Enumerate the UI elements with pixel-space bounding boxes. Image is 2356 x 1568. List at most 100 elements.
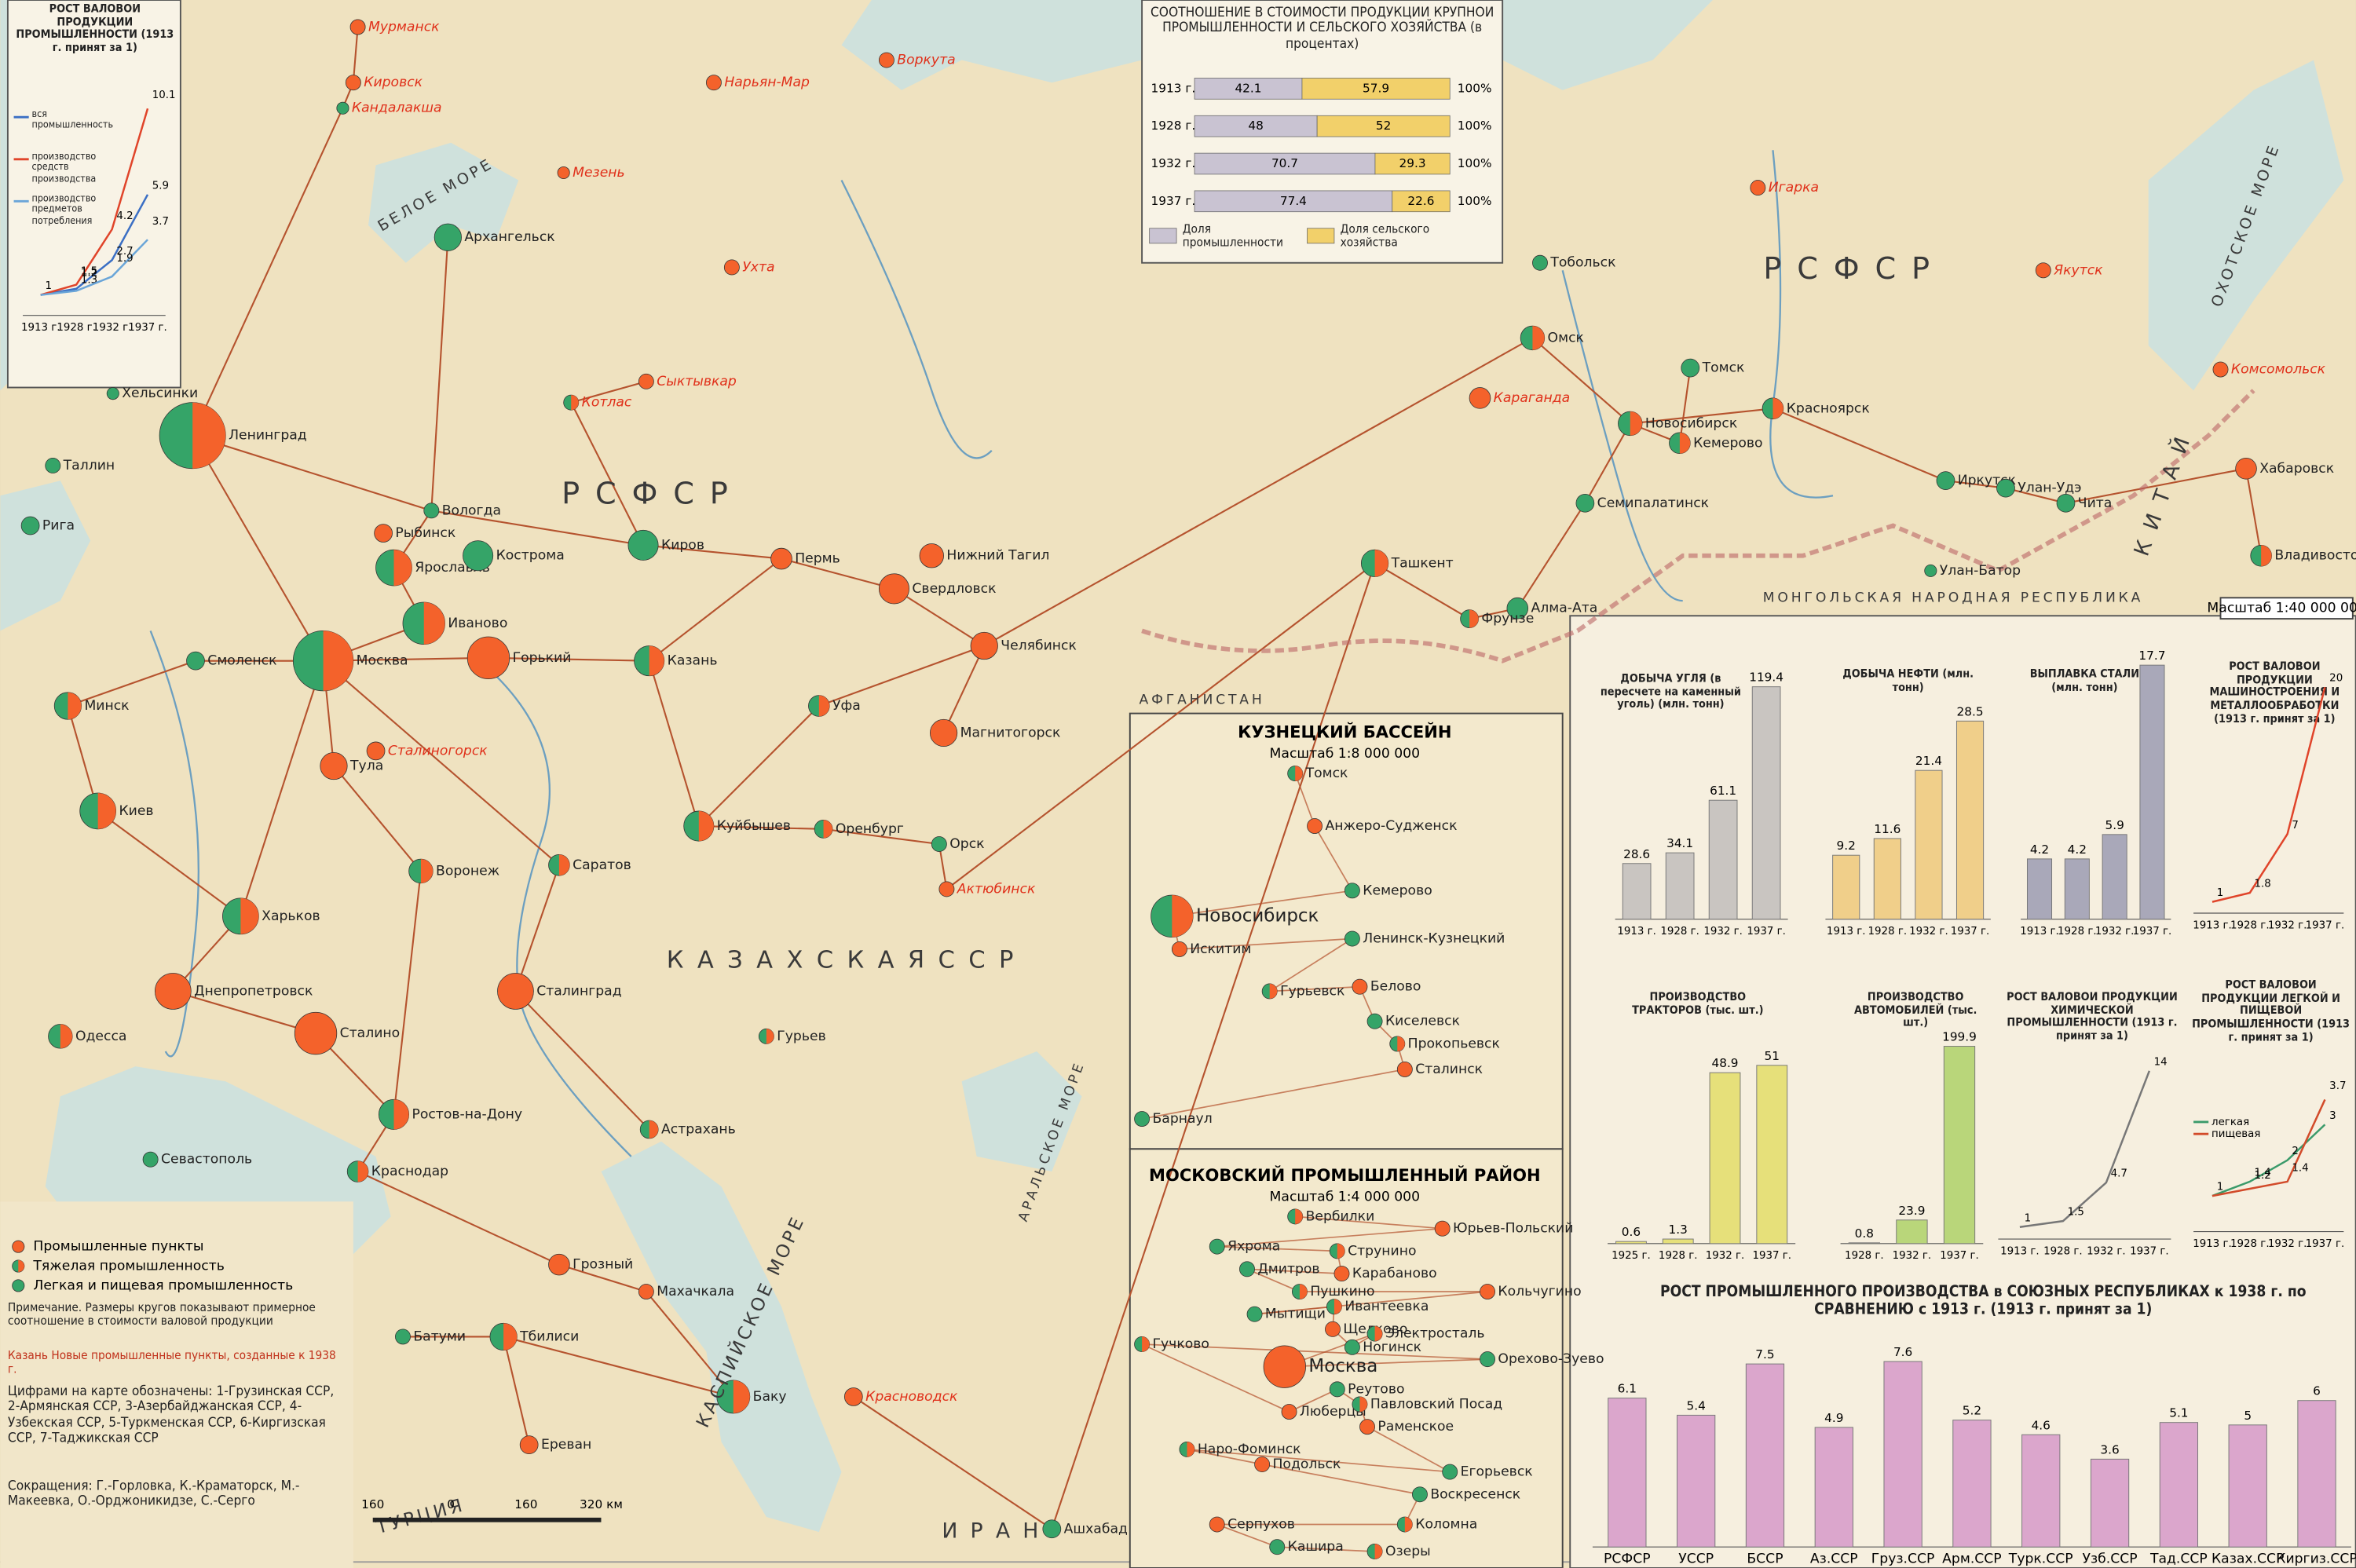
city-label: Краснодар — [371, 1164, 448, 1179]
city-label: Владивосток — [2274, 548, 2356, 564]
city-symbol-sector — [1630, 411, 1643, 436]
legend-abbr: Сокращения: Г.-Горловка, К.-Краматорск, … — [7, 1479, 300, 1511]
caspian-sea — [601, 1141, 842, 1533]
city-label: Ленинград — [229, 428, 307, 444]
region-label: Р С Ф С Р — [1763, 251, 1933, 287]
inset-railway — [1187, 1449, 1263, 1465]
bar — [1665, 852, 1695, 920]
city-label: Чита — [2078, 495, 2113, 511]
city-symbol — [1996, 478, 2015, 498]
city-symbol-sector — [1679, 432, 1691, 454]
river — [840, 180, 993, 459]
value-label: 6 — [2313, 1384, 2321, 1398]
series-line — [2211, 686, 2326, 903]
city-label: Гурьев — [777, 1029, 825, 1044]
series-line — [40, 194, 149, 296]
city-symbol — [2035, 262, 2051, 279]
city-symbol-sector — [1374, 550, 1388, 577]
city-label: Пермь — [795, 551, 840, 567]
value-label: 4.7 — [2111, 1168, 2127, 1180]
bar — [2026, 858, 2053, 920]
x-tick-label: Арм.ССР — [1942, 1552, 2002, 1567]
city-symbol — [434, 223, 462, 251]
railway — [1531, 337, 1631, 425]
railway — [357, 1171, 560, 1266]
city-symbol — [970, 631, 998, 660]
railway — [698, 705, 820, 827]
chart-title-box: ДОБЫЧА НЕФТИ (млн. тонн) — [1842, 668, 1974, 693]
x-tick-label: 1937 г. — [2130, 1245, 2169, 1257]
inset-city-label: Мытищи — [1265, 1307, 1326, 1322]
legend-label: Легкая и пищевая промышленность — [33, 1277, 293, 1293]
bar — [1745, 1363, 1785, 1548]
city-symbol-sector — [18, 1259, 24, 1273]
legend-box — [0, 1201, 353, 1568]
city-symbol-sector — [1142, 1336, 1150, 1352]
city-symbol — [1575, 493, 1595, 513]
region-label: Р С Ф С Р — [562, 477, 731, 512]
city-symbol-sector — [1299, 1284, 1308, 1299]
bar — [1883, 1361, 1922, 1548]
city-symbol — [1333, 1266, 1350, 1282]
railway — [503, 1336, 530, 1446]
bar — [2159, 1422, 2199, 1548]
city-label: Одесса — [75, 1029, 126, 1044]
series-line — [2211, 1098, 2326, 1197]
x-tick-label: 1928 г. — [2043, 1245, 2083, 1257]
inset-city-label: Яхрома — [1227, 1239, 1280, 1255]
city-symbol — [1269, 1539, 1286, 1555]
city-label: Омск — [1548, 330, 1584, 345]
value-label: 6.1 — [1618, 1382, 1637, 1396]
city-label: Минск — [84, 698, 129, 714]
ratio-value: 52 — [1376, 119, 1391, 133]
city-label: Таллин — [63, 458, 115, 473]
city-symbol-sector — [323, 630, 353, 691]
series-line — [40, 239, 148, 296]
x-tick-label: Киргиз.ССР — [2276, 1552, 2356, 1567]
x-tick-label: 1937 г. — [1951, 926, 1990, 938]
value-label: 21.4 — [1915, 754, 1942, 768]
city-symbol-sector — [503, 1323, 518, 1351]
value-label: 7 — [2292, 820, 2299, 832]
chart-title: ДОБЫЧА УГЛЯ (в пересчете на каменный уго… — [1600, 672, 1741, 711]
city-symbol — [627, 529, 659, 561]
growth-box — [6, 0, 181, 389]
scale-bar-label: 160 — [514, 1497, 537, 1511]
chart-title-box: РОСТ ПРОМЫШЛЕННОГО ПРОИЗВОДСТВА в СОЮЗНЫ… — [1660, 1284, 2307, 1318]
city-symbol-sector — [68, 692, 82, 720]
city-label: Воркута — [897, 53, 955, 68]
x-tick-label: 1932 г. — [93, 322, 132, 334]
city-symbol — [1412, 1486, 1428, 1503]
railway — [431, 510, 644, 546]
inset-city-label: Белово — [1370, 979, 1421, 995]
value-label: 5.1 — [2169, 1406, 2188, 1420]
ratio-total: 100% — [1458, 156, 1492, 170]
city-symbol — [2235, 458, 2257, 480]
inset-city-label: Кольчугино — [1498, 1284, 1581, 1299]
city-symbol — [1681, 358, 1700, 378]
city-label: Грозный — [573, 1257, 633, 1273]
region-label: МОНГОЛЬСКАЯ НАРОДНАЯ РЕСПУБЛИКА — [1763, 590, 2144, 605]
city-symbol — [1239, 1261, 1255, 1277]
ratio-year: 1913 г. — [1151, 81, 1196, 95]
chart-title: РОСТ ВАЛОВОЙ ПРОДУКЦИИ ХИМИЧЕСКОЙ ПРОМЫШ… — [2007, 991, 2178, 1043]
value-label: 3.7 — [152, 216, 169, 228]
inset-city-label: Раменское — [1377, 1419, 1454, 1435]
legend-note-box: Примечание. Размеры кругов показывают пр… — [8, 1301, 316, 1329]
city-symbol — [106, 387, 119, 400]
railway — [642, 544, 782, 560]
city-symbol — [1344, 1339, 1360, 1355]
city-label: Свердловск — [912, 581, 996, 597]
city-label: Алма-Ата — [1531, 601, 1598, 616]
city-label: Батуми — [413, 1329, 466, 1344]
inset-city-label: Гурьевск — [1280, 983, 1344, 999]
city-label: Харьков — [262, 908, 320, 924]
value-label: 1 — [2025, 1212, 2032, 1224]
city-label: Комсомольск — [2231, 362, 2326, 378]
chart-title: РОСТ ВАЛОВОЙ ПРОДУКЦИИ ЛЕГКОЙ И ПИЩЕВОЙ … — [2192, 979, 2351, 1044]
x-tick-label: 1937 г. — [1752, 1250, 1791, 1262]
city-symbol — [45, 458, 61, 473]
x-tick-label: 1913 г. — [2020, 926, 2059, 938]
ratio-legend-label: Доля промышленности — [1182, 222, 1284, 250]
